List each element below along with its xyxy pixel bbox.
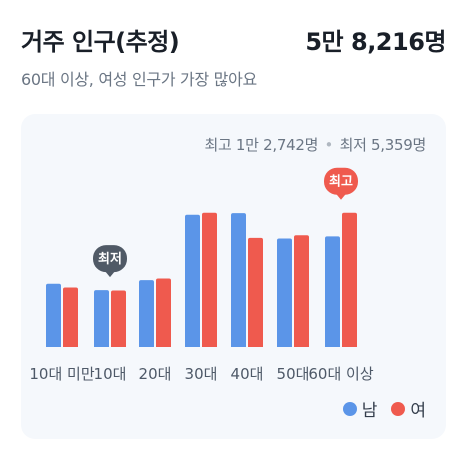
bar-male-5 (277, 238, 292, 347)
bar-female-4 (248, 237, 263, 347)
min-badge-text: 최저 (98, 252, 122, 267)
bar-male-2 (139, 280, 154, 347)
total-population: 5만 8,216명 (305, 28, 446, 56)
bar-male-4 (231, 213, 246, 347)
legend-item-male: 남 (342, 396, 378, 421)
min-label: 최저 5,359명 (339, 136, 427, 154)
bar-male-1 (94, 290, 109, 347)
x-tick-label: 30대 (185, 365, 218, 383)
x-tick-label: 40대 (231, 365, 264, 383)
bar-female-2 (156, 278, 171, 347)
legend-item-female: 여 (391, 396, 426, 421)
bar-female-0 (63, 287, 78, 347)
separator-dot: • (324, 136, 334, 154)
chart-legend: 남 여 (342, 396, 426, 421)
bar-male-6 (325, 236, 340, 347)
x-tick-label: 10대 미만 (29, 365, 94, 383)
max-badge-text: 최고 (329, 175, 353, 190)
x-tick-label: 20대 (139, 365, 172, 383)
page-subtitle: 60대 이상, 여성 인구가 가장 많아요 (21, 70, 257, 89)
bar-female-6 (342, 212, 357, 347)
header: 거주 인구(추정) 5만 8,216명 (21, 22, 446, 62)
x-tick-label: 50대 (277, 365, 310, 383)
min-max-summary: 최고 1만 2,742명 • 최저 5,359명 (204, 134, 426, 155)
legend-label-male: 남 (361, 401, 378, 421)
bar-male-3 (185, 214, 200, 347)
legend-swatch-male (342, 401, 357, 416)
legend-swatch-female (391, 401, 406, 416)
max-badge: 최고 (324, 167, 358, 200)
max-label: 최고 1만 2,742명 (204, 136, 319, 154)
legend-label-female: 여 (410, 401, 426, 421)
min-badge: 최저 (93, 245, 127, 278)
bar-female-5 (294, 235, 309, 347)
bar-male-0 (46, 283, 61, 347)
bar-female-1 (111, 290, 126, 347)
x-tick-label: 10대 (94, 365, 127, 383)
page-title: 거주 인구(추정) (21, 28, 180, 56)
population-chart-card: 최고 1만 2,742명 • 최저 5,359명 10대 미만 10대 20대 30대… (21, 114, 446, 439)
x-tick-label: 60대 이상 (308, 365, 373, 383)
bar-female-3 (202, 212, 217, 347)
